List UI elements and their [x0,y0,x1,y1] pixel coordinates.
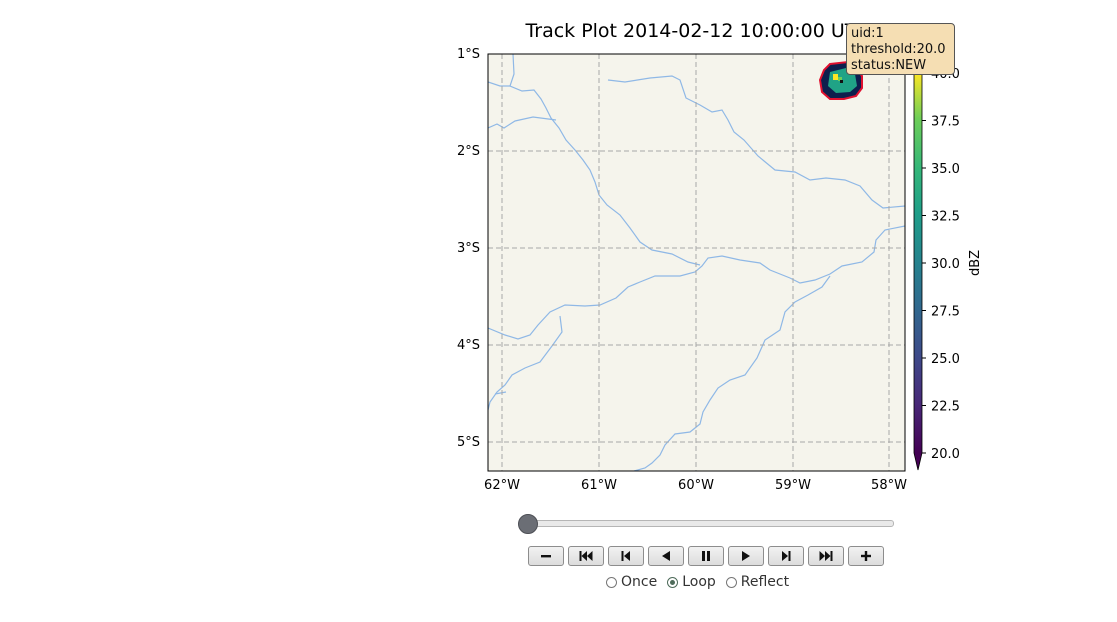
river-3 [488,81,510,87]
skip-to-start-icon [579,551,593,561]
mode-label: Reflect [740,574,790,590]
radio-loop[interactable] [667,576,679,588]
lon-tick-label: 61°W [581,478,617,493]
river-7 [494,391,507,395]
last-frame-button[interactable] [808,546,844,566]
lat-tick-label: 3°S [457,241,480,256]
loop-mode-selector: Once Loop Reflect [606,574,789,590]
colorbar-tick-label: 32.5 [931,210,960,225]
skip-to-end-icon [819,551,833,561]
longitude-tick-labels: 62°W 61°W 60°W 59°W 58°W [484,478,907,493]
decrease-speed-button[interactable] [528,546,564,566]
colorbar-gradient [914,73,922,453]
mode-option-loop[interactable]: Loop [667,574,716,590]
frame-slider-thumb[interactable] [518,514,538,534]
colorbar: 40.0 37.5 35.0 32.5 30.0 27.5 25.0 22.5 … [913,54,983,471]
pause-button[interactable] [688,546,724,566]
tooltip-line: threshold:20.0 [851,42,946,57]
rivers-layer [488,54,905,471]
mode-label: Once [621,574,658,590]
mode-label: Loop [682,574,716,590]
colorbar-min-extension [914,453,922,470]
river-5 [488,225,905,340]
colorbar-tick-label: 35.0 [931,162,960,177]
colorbar-tick-label: 25.0 [931,352,960,367]
storm-mid-reflectivity [838,77,842,81]
storm-center-marker [840,80,843,83]
lon-tick-label: 58°W [871,478,907,493]
river-2 [488,116,557,129]
tooltip-line: uid:1 [851,26,884,41]
play-reverse-button[interactable] [648,546,684,566]
latitude-tick-labels: 1°S 2°S 3°S 4°S 5°S [457,47,480,450]
colorbar-tick-label: 20.0 [931,447,960,462]
increase-speed-button[interactable] [848,546,884,566]
map-frame [487,53,906,472]
minus-icon [541,555,551,558]
river-8 [633,275,831,471]
map-panel [487,53,906,472]
pause-icon [702,551,710,561]
first-frame-button[interactable] [568,546,604,566]
lon-tick-label: 62°W [484,478,520,493]
river-4 [607,75,905,209]
next-frame-button[interactable] [768,546,804,566]
colorbar-tick-label: 30.0 [931,257,960,272]
colorbar-tick-label: 22.5 [931,400,960,415]
lat-tick-label: 4°S [457,338,480,353]
lat-tick-label: 5°S [457,435,480,450]
colorbar-tick-label: 37.5 [931,115,960,130]
lat-tick-label: 1°S [457,47,480,62]
mode-option-once[interactable]: Once [606,574,657,590]
tooltip-line: status:NEW [851,58,927,73]
previous-frame-button[interactable] [608,546,644,566]
colorbar-tick-label: 27.5 [931,305,960,320]
plus-icon [861,551,871,561]
play-icon [742,551,750,561]
lon-tick-label: 59°W [775,478,811,493]
river-1 [509,54,701,266]
storm-tooltip: uid:1 threshold:20.0 status:NEW [846,23,955,75]
lat-tick-label: 2°S [457,144,480,159]
mode-option-reflect[interactable]: Reflect [725,574,790,590]
gridlines [488,54,905,471]
storm-high-reflectivity [833,74,838,80]
playback-controls [528,546,884,566]
lon-tick-label: 60°W [678,478,714,493]
radio-reflect[interactable] [725,576,737,588]
step-back-icon [621,551,630,561]
radio-once[interactable] [606,576,617,588]
play-reverse-icon [662,551,670,561]
plot-title: Track Plot 2014-02-12 10:00:00 UTC [524,20,868,42]
play-forward-button[interactable] [728,546,764,566]
colorbar-label: dBZ [968,250,983,276]
frame-slider-track[interactable] [527,520,894,527]
step-forward-icon [782,551,791,561]
river-6 [488,315,563,411]
